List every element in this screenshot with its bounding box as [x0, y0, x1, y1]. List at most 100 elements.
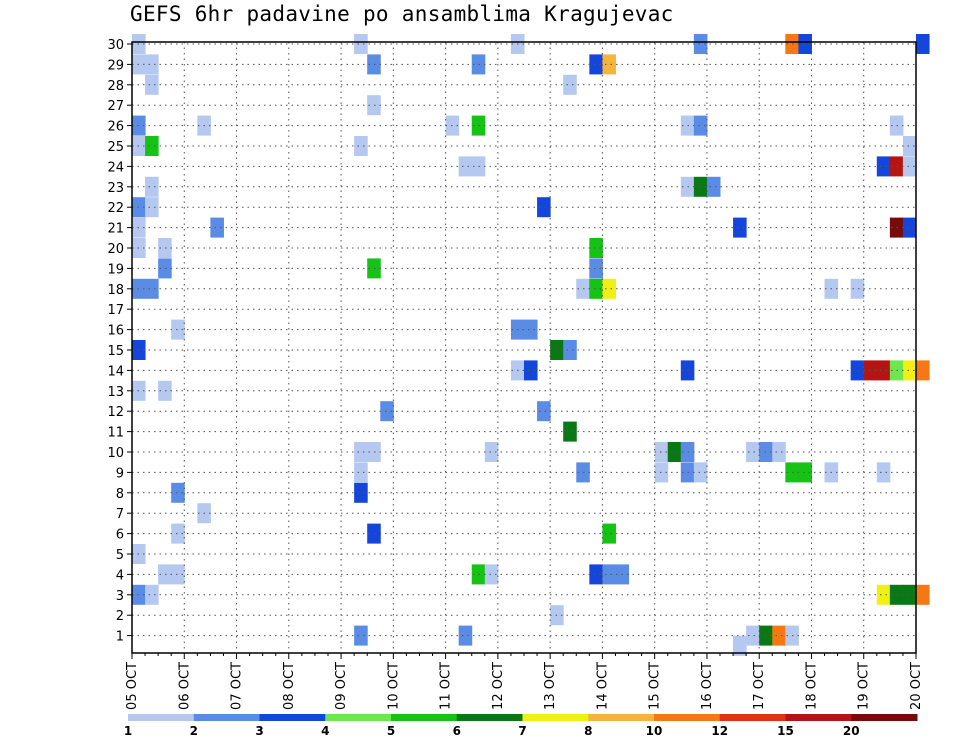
colorbar-segment [785, 714, 852, 721]
x-tick-label: 12 OCT [491, 662, 506, 710]
heatmap-cell [367, 523, 381, 544]
y-tick-label: 30 [107, 38, 124, 53]
heatmap-cell [145, 54, 159, 75]
heatmap-cell [367, 258, 381, 279]
y-tick-label: 16 [107, 324, 124, 339]
y-tick-label: 3 [116, 589, 124, 604]
heatmap-cell [589, 278, 603, 299]
y-tick-label: 29 [107, 58, 124, 73]
heatmap-cell [158, 238, 172, 258]
heatmap-cell [902, 136, 917, 156]
y-tick-label: 13 [107, 385, 124, 400]
heatmap-cell [367, 95, 381, 116]
y-tick-label: 20 [107, 242, 124, 257]
heatmap-cell [524, 319, 538, 340]
heatmap-cell [876, 462, 891, 483]
heatmap-cell [602, 523, 616, 544]
y-axis: 1234567891011121314151617181920212223242… [107, 38, 132, 645]
colorbar-label: 1 [124, 724, 132, 738]
heatmap-cell [354, 136, 368, 156]
y-tick-label: 19 [107, 262, 124, 277]
heatmap-cell [367, 442, 381, 462]
heatmap-cell [171, 564, 185, 585]
heatmap-cell [589, 54, 603, 75]
colorbar-label: 2 [190, 724, 198, 738]
y-tick-label: 10 [107, 446, 124, 461]
colorbar-label: 3 [255, 724, 263, 738]
heatmap-cell [380, 401, 394, 422]
heatmap-cell [772, 442, 786, 462]
heatmap-cell [145, 176, 159, 197]
x-tick-label: 08 OCT [282, 662, 297, 710]
heatmap-cell [145, 74, 159, 95]
heatmap-cell [706, 176, 721, 197]
heatmap-cell [667, 442, 682, 462]
y-tick-label: 25 [107, 140, 124, 155]
y-tick-label: 18 [107, 283, 124, 298]
heatmap-cell [145, 136, 159, 156]
heatmap-cell [902, 360, 917, 381]
x-tick-label: 16 OCT [700, 662, 715, 710]
heatmap-cell [563, 74, 577, 95]
colorbar-label: 5 [387, 724, 395, 738]
heatmap-cell [798, 34, 812, 54]
colorbar-segment [259, 714, 326, 721]
heatmap-cell [171, 319, 185, 340]
heatmap-cell [589, 258, 603, 279]
y-tick-label: 28 [107, 79, 124, 94]
heatmap-cell [458, 625, 473, 646]
y-tick-label: 12 [107, 405, 124, 420]
colorbar-segment [456, 714, 523, 721]
colorbar-label: 6 [453, 724, 461, 738]
y-tick-label: 9 [116, 466, 124, 481]
y-tick-label: 6 [116, 528, 124, 543]
x-tick-label: 10 OCT [386, 662, 401, 710]
colorbar-segment [193, 714, 260, 721]
heatmap-cell [916, 360, 930, 381]
y-tick-label: 7 [116, 507, 124, 522]
colorbar-label: 15 [777, 724, 794, 738]
x-tick-label: 19 OCT [857, 662, 872, 710]
colorbar-segment [128, 714, 195, 721]
heatmap-cell [693, 34, 708, 54]
heatmap-cell [902, 217, 917, 238]
y-tick-label: 8 [116, 487, 124, 502]
heatmap-cell [602, 278, 616, 299]
heatmap-cell [524, 360, 538, 381]
heatmap-cell [746, 625, 760, 646]
y-tick-label: 15 [107, 344, 124, 359]
y-tick-label: 24 [107, 160, 124, 175]
heatmap-cell [537, 401, 551, 422]
heatmap-cell [876, 156, 891, 177]
x-tick-label: 06 OCT [177, 662, 192, 710]
heatmap-cell [354, 462, 368, 483]
heatmap-cell [210, 217, 224, 238]
heatmap-cell [693, 115, 708, 136]
y-tick-label: 11 [107, 426, 124, 441]
heatmap-cell [458, 156, 473, 177]
colorbar-label: 7 [518, 724, 526, 738]
plot-frame [131, 41, 917, 654]
y-tick-label: 17 [107, 303, 124, 318]
heatmap-cell [158, 258, 172, 279]
y-tick-label: 4 [116, 568, 124, 583]
heatmap-cell [916, 34, 930, 54]
heatmap-cell [145, 278, 159, 299]
heatmap-cell [367, 54, 381, 75]
heatmap-cell [863, 360, 878, 381]
x-tick-label: 17 OCT [752, 662, 767, 710]
grid-layer [132, 42, 916, 653]
heatmap-cell [733, 217, 747, 238]
heatmap-cell [850, 278, 865, 299]
heatmap-cell [158, 380, 172, 401]
heatmap-cell [902, 584, 917, 605]
heatmap-cell [772, 625, 786, 646]
heatmap-cell [602, 564, 616, 585]
x-tick-label: 18 OCT [804, 662, 819, 710]
heatmap-cell [746, 442, 760, 462]
colorbar-segment [851, 714, 918, 721]
colorbar: 1 2 3 4 5 6 7 8 10 12 15 20 [124, 714, 918, 738]
colorbar-segment [719, 714, 786, 721]
heatmap-cell [171, 482, 185, 503]
